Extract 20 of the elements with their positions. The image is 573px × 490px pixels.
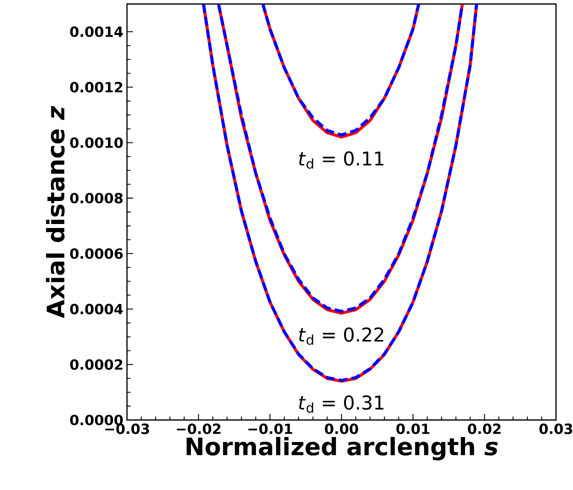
x-tick-label: −0.03 <box>105 424 150 434</box>
y-tick-label: 0.0014 <box>70 26 123 38</box>
x-tick-label: −0.02 <box>176 424 220 434</box>
x-tick-label: 0.00 <box>324 424 358 434</box>
y-tick-label: 0.0012 <box>70 82 122 92</box>
y-axis-title: Axial distance z <box>46 106 65 318</box>
y-tick-label: 0.0004 <box>70 304 123 314</box>
annotation: t$_{d}$ = 0.31 <box>299 395 384 413</box>
annotation: t$_{d}$ = 0.22 <box>299 327 384 345</box>
y-tick-label: 0.0006 <box>70 248 123 259</box>
x-axis-title: Normalized arclength s <box>186 436 498 460</box>
y-tick-label: 0.0000 <box>70 414 123 426</box>
x-tick-label: 0.03 <box>539 424 572 434</box>
annotation: t$_{d}$ = 0.11 <box>299 151 384 169</box>
y-tick-label: 0.0008 <box>70 192 123 204</box>
x-tick-label: −0.01 <box>248 424 292 434</box>
x-tick-label: 0.01 <box>396 424 430 434</box>
y-tick-label: 0.0002 <box>70 359 122 370</box>
x-tick-label: 0.02 <box>468 424 501 434</box>
y-tick-label: 0.0010 <box>70 137 123 148</box>
